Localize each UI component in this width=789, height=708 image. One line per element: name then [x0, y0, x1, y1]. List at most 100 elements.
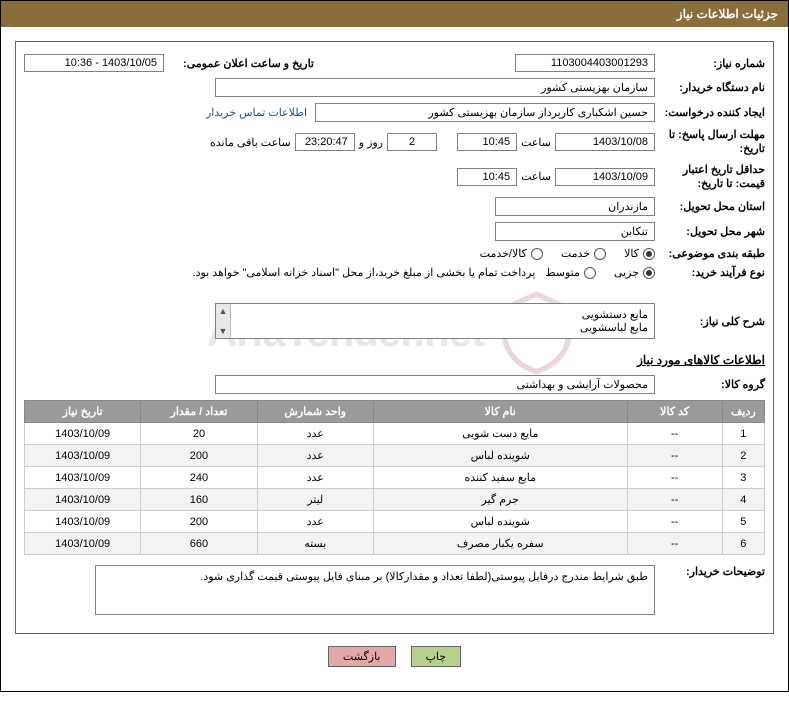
purchase-type-label: نوع فرآیند خرید: [655, 266, 765, 279]
table-cell: عدد [257, 511, 373, 533]
table-header-row: ردیف کد کالا نام کالا واحد شمارش تعداد /… [25, 401, 765, 423]
scroll-up-icon: ▲ [219, 304, 228, 318]
buyer-notes-text: طبق شرایط مندرج درفایل پیوستی(لطفا تعداد… [200, 571, 648, 583]
table-cell: 5 [722, 511, 764, 533]
announce-datetime-label: تاریخ و ساعت اعلان عمومی: [164, 57, 314, 70]
buyer-notes-label: توضیحات خریدار: [655, 565, 765, 578]
table-cell: 1403/10/09 [25, 511, 141, 533]
response-deadline-label: مهلت ارسال پاسخ: تا تاریخ: [655, 128, 765, 157]
requester-label: ایجاد کننده درخواست: [655, 106, 765, 119]
table-cell: لیتر [257, 489, 373, 511]
radio-unchecked-icon [531, 248, 543, 260]
table-cell: -- [627, 533, 722, 555]
table-cell: 3 [722, 467, 764, 489]
table-cell: 1403/10/09 [25, 423, 141, 445]
table-cell: مایع دست شویی [373, 423, 627, 445]
radio-goods-service[interactable]: کالا/خدمت [480, 247, 543, 260]
min-validity-time: 10:45 [457, 168, 517, 186]
table-cell: شوینده لباس [373, 511, 627, 533]
content-area: AriaTender.net شماره نیاز: 1103004403001… [1, 27, 788, 691]
time-remaining: 23:20:47 [295, 133, 355, 151]
table-cell: بسته [257, 533, 373, 555]
table-row: 3--مایع سفید کنندهعدد2401403/10/09 [25, 467, 765, 489]
goods-info-title: اطلاعات کالاهای مورد نیاز [24, 353, 765, 367]
th-row: ردیف [722, 401, 764, 423]
table-cell: 660 [141, 533, 257, 555]
table-cell: 2 [722, 445, 764, 467]
buyer-notes-box: طبق شرایط مندرج درفایل پیوستی(لطفا تعداد… [95, 565, 655, 615]
table-cell: 240 [141, 467, 257, 489]
table-cell: شوینده لباس [373, 445, 627, 467]
th-code: کد کالا [627, 401, 722, 423]
table-cell: 4 [722, 489, 764, 511]
min-validity-date: 1403/10/09 [555, 168, 655, 186]
time-label-2: ساعت [521, 170, 551, 183]
print-button[interactable]: چاپ [411, 646, 462, 667]
main-container: جزئیات اطلاعات نیاز AriaTender.net شماره… [0, 0, 789, 692]
radio-unchecked-icon [594, 248, 606, 260]
radio-unchecked-icon [584, 267, 596, 279]
radio-checked-icon [643, 267, 655, 279]
treasury-note: پرداخت تمام یا بخشی از مبلغ خرید،از محل … [193, 266, 536, 279]
overall-desc-line1: مایع دستشویی [222, 308, 648, 321]
min-validity-label: حداقل تاریخ اعتبار قیمت: تا تاریخ: [655, 163, 765, 192]
purchase-type-radio-group: جزیی متوسط [545, 266, 655, 279]
table-cell: 1403/10/09 [25, 467, 141, 489]
buyer-contact-link[interactable]: اطلاعات تماس خریدار [206, 106, 307, 119]
need-number-label: شماره نیاز: [655, 57, 765, 70]
th-unit: واحد شمارش [257, 401, 373, 423]
delivery-province-label: استان محل تحویل: [655, 200, 765, 213]
radio-medium[interactable]: متوسط [545, 266, 596, 279]
days-and-text: روز و [359, 136, 383, 149]
table-cell: -- [627, 511, 722, 533]
response-deadline-time: 10:45 [457, 133, 517, 151]
table-cell: جرم گیر [373, 489, 627, 511]
table-cell: 1403/10/09 [25, 533, 141, 555]
overall-desc-box: ▲ ▼ مایع دستشویی مایع لباسشویی [215, 303, 655, 339]
table-cell: 160 [141, 489, 257, 511]
table-cell: -- [627, 489, 722, 511]
delivery-province-value: مازندران [495, 197, 655, 216]
table-cell: 200 [141, 445, 257, 467]
table-cell: 1403/10/09 [25, 445, 141, 467]
goods-group-label: گروه کالا: [655, 378, 765, 391]
delivery-city-label: شهر محل تحویل: [655, 225, 765, 238]
table-cell: -- [627, 445, 722, 467]
goods-table: ردیف کد کالا نام کالا واحد شمارش تعداد /… [24, 400, 765, 555]
back-button[interactable]: بازگشت [328, 646, 396, 667]
delivery-city-value: تنکابن [495, 222, 655, 241]
table-row: 5--شوینده لباسعدد2001403/10/09 [25, 511, 765, 533]
table-row: 2--شوینده لباسعدد2001403/10/09 [25, 445, 765, 467]
overall-desc-line2: مایع لباسشویی [222, 321, 648, 334]
scroll-down-icon: ▼ [219, 324, 228, 338]
table-cell: مایع سفید کننده [373, 467, 627, 489]
table-row: 1--مایع دست شوییعدد201403/10/09 [25, 423, 765, 445]
time-remaining-suffix: ساعت باقی مانده [210, 136, 291, 149]
days-remaining: 2 [387, 133, 437, 151]
th-date: تاریخ نیاز [25, 401, 141, 423]
radio-service[interactable]: خدمت [561, 247, 606, 260]
table-cell: 1403/10/09 [25, 489, 141, 511]
table-cell: 200 [141, 511, 257, 533]
th-qty: تعداد / مقدار [141, 401, 257, 423]
buyer-org-value: سازمان بهزیستی کشور [215, 78, 655, 97]
goods-group-value: محصولات آرایشی و بهداشتی [215, 375, 655, 394]
table-cell: عدد [257, 445, 373, 467]
radio-small[interactable]: جزیی [614, 266, 655, 279]
table-row: 6--سفره یکبار مصرفبسته6601403/10/09 [25, 533, 765, 555]
requester-value: حسین اشکباری کارپرداز سازمان بهزیستی کشو… [315, 103, 655, 122]
announce-datetime-value: 1403/10/05 - 10:36 [24, 54, 164, 72]
table-cell: عدد [257, 467, 373, 489]
table-cell: 20 [141, 423, 257, 445]
th-name: نام کالا [373, 401, 627, 423]
title-bar: جزئیات اطلاعات نیاز [1, 1, 788, 27]
radio-checked-icon [643, 248, 655, 260]
radio-goods[interactable]: کالا [624, 247, 655, 260]
table-cell: -- [627, 423, 722, 445]
table-cell: سفره یکبار مصرف [373, 533, 627, 555]
scrollbar-vertical[interactable]: ▲ ▼ [216, 304, 231, 338]
category-label: طبقه بندی موضوعی: [655, 247, 765, 260]
button-row: چاپ بازگشت [15, 646, 774, 677]
buyer-org-label: نام دستگاه خریدار: [655, 81, 765, 94]
table-cell: عدد [257, 423, 373, 445]
